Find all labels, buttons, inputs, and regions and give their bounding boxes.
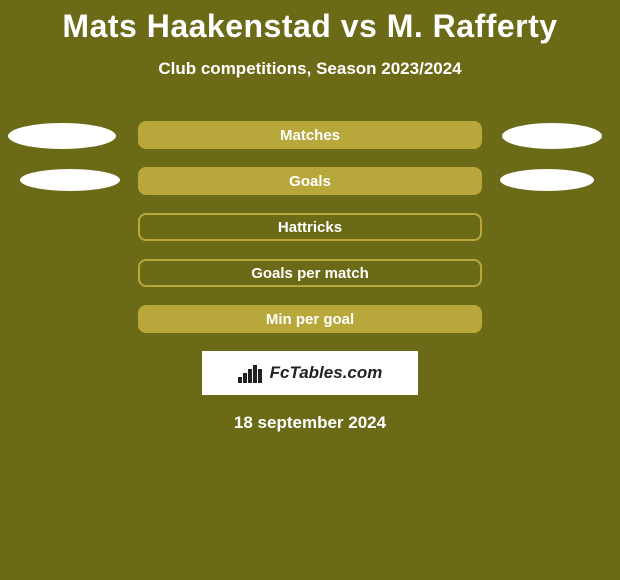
stat-row: Hattricks xyxy=(0,213,620,243)
stat-pill: Goals per match xyxy=(138,259,482,287)
stat-pill: Hattricks xyxy=(138,213,482,241)
source-badge: FcTables.com xyxy=(202,351,418,395)
bars-icon xyxy=(238,363,264,383)
comparison-subtitle: Club competitions, Season 2023/2024 xyxy=(0,59,620,79)
right-value-ellipse xyxy=(500,169,594,191)
stat-row: Goals xyxy=(0,167,620,197)
stat-label: Min per goal xyxy=(266,311,354,328)
stat-label: Matches xyxy=(280,127,340,144)
stat-label: Hattricks xyxy=(278,219,342,236)
stat-rows: Matches Goals Hattricks Goals per match Min … xyxy=(0,121,620,335)
left-value-ellipse xyxy=(8,123,116,149)
stat-row: Matches xyxy=(0,121,620,151)
stat-label: Goals per match xyxy=(251,265,369,282)
source-badge-text: FcTables.com xyxy=(270,363,383,383)
stat-row: Min per goal xyxy=(0,305,620,335)
snapshot-date: 18 september 2024 xyxy=(0,413,620,433)
left-value-ellipse xyxy=(20,169,120,191)
stat-label: Goals xyxy=(289,173,331,190)
stat-pill: Goals xyxy=(138,167,482,195)
stat-row: Goals per match xyxy=(0,259,620,289)
right-value-ellipse xyxy=(502,123,602,149)
stat-pill: Matches xyxy=(138,121,482,149)
comparison-title: Mats Haakenstad vs M. Rafferty xyxy=(0,0,620,45)
stat-pill: Min per goal xyxy=(138,305,482,333)
